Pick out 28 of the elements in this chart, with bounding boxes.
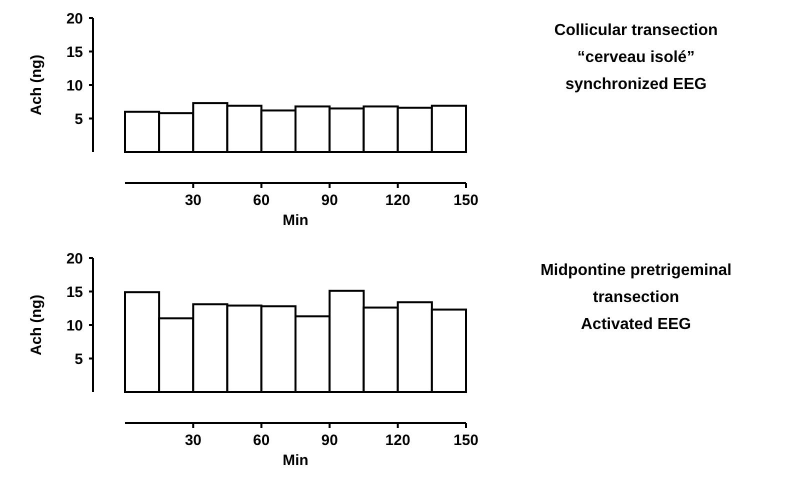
- text: Collicular transection: [554, 22, 718, 39]
- y-tick-label: 15: [66, 284, 83, 301]
- x-tick-label: 120: [385, 432, 410, 449]
- y-tick-label: 15: [66, 44, 83, 61]
- y-axis-title: Ach (ng): [28, 54, 45, 116]
- x-tick-label: 90: [321, 192, 338, 209]
- text: transection: [592, 289, 680, 306]
- y-tick-label: 5: [74, 110, 83, 128]
- text: synchronized EEG: [565, 76, 707, 93]
- y-tick-label: 10: [66, 77, 83, 94]
- y-tick-label: 20: [66, 10, 83, 28]
- x-axis-title: Min: [282, 212, 308, 229]
- x-tick-label: 120: [385, 192, 410, 209]
- text: Activated EEG: [580, 316, 692, 333]
- text: “cerveau isolé”: [577, 49, 695, 66]
- x-tick-label: 150: [453, 432, 479, 449]
- x-tick-label: 60: [253, 192, 270, 209]
- y-tick-label: 10: [66, 317, 83, 334]
- text: Midpontine pretrigeminal: [540, 262, 732, 279]
- y-tick-label: 20: [66, 250, 83, 268]
- y-tick-label: 5: [74, 350, 83, 368]
- x-tick-label: 60: [253, 432, 270, 449]
- x-tick-label: 30: [184, 192, 202, 209]
- x-axis-title: Min: [282, 452, 308, 469]
- y-axis-title: Ach (ng): [28, 294, 45, 356]
- x-tick-label: 90: [321, 432, 338, 449]
- x-tick-label: 30: [184, 432, 202, 449]
- x-tick-label: 150: [453, 192, 479, 209]
